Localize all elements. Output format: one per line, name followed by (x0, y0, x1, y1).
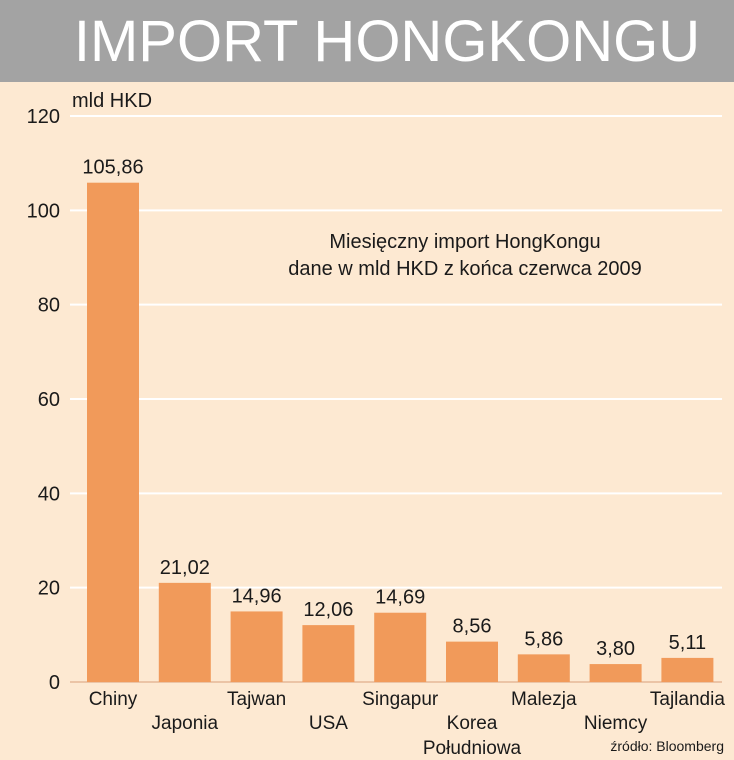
bar (158, 582, 211, 682)
bars (87, 182, 714, 682)
bar (661, 657, 714, 682)
x-axis-labels: Chiny Japonia Tajwan USA Singapur Korea Połudn… (89, 689, 726, 759)
x-tick-label: Chiny (89, 689, 138, 710)
y-tick-label: 120 (27, 106, 60, 128)
bar (446, 641, 498, 682)
data-label: 8,56 (453, 616, 492, 638)
data-label: 5,11 (669, 632, 706, 654)
subtitle-line-1: Miesięczny import HongKongu (329, 231, 600, 253)
y-axis-ticks: 0 20 40 60 80 100 120 (27, 106, 60, 694)
data-label: 3,80 (596, 638, 635, 660)
bar (87, 182, 139, 682)
y-tick-label: 60 (38, 389, 60, 411)
x-tick-label: Tajlandia (650, 689, 725, 710)
x-tick-label: Tajwan (227, 689, 286, 710)
x-tick-label: Japonia (152, 713, 219, 734)
bar (374, 612, 427, 682)
y-tick-label: 100 (27, 200, 60, 222)
x-tick-label: Niemcy (584, 713, 648, 734)
data-label: 14,96 (232, 585, 282, 607)
data-label: 14,69 (375, 587, 425, 609)
x-tick-label: USA (309, 713, 348, 734)
y-tick-label: 0 (49, 672, 60, 694)
subtitle-line-2: dane w mld HKD z końca czerwca 2009 (288, 258, 642, 280)
data-label: 21,02 (160, 557, 210, 579)
bar (230, 611, 283, 682)
bar (589, 664, 642, 682)
data-label: 5,86 (524, 628, 563, 650)
title-banner: IMPORT HONGKONGU (0, 0, 734, 82)
x-tick-label: Singapur (362, 689, 439, 710)
data-label: 105,86 (82, 157, 143, 179)
y-tick-label: 20 (38, 578, 60, 600)
chart-subtitle: Miesięczny import HongKongu dane w mld H… (288, 231, 642, 280)
x-tick-label: Malezja (511, 689, 577, 710)
y-tick-label: 80 (38, 295, 60, 317)
bar (302, 625, 355, 682)
y-tick-label: 40 (38, 483, 60, 505)
x-tick-label: Południowa (423, 738, 522, 759)
y-axis-label: mld HKD (72, 90, 152, 112)
source-note: źródło: Bloomberg (610, 738, 724, 754)
chart-title: IMPORT HONGKONGU (73, 9, 701, 74)
value-labels: 105,86 21,02 14,96 12,06 14,69 8,56 5,86 3,80 5,… (82, 157, 706, 660)
bar (517, 654, 570, 682)
data-label: 12,06 (303, 599, 353, 621)
x-tick-label: Korea (447, 713, 498, 734)
